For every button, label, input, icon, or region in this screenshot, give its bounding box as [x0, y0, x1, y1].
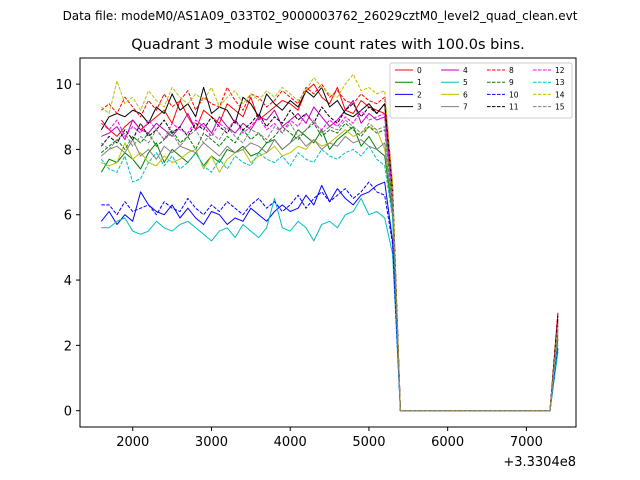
legend-box: [389, 62, 573, 119]
y-tick-label: 8: [64, 143, 72, 158]
y-tick-label: 6: [64, 209, 72, 224]
legend-label-4: 4: [463, 66, 468, 75]
legend-label-11: 11: [509, 103, 519, 112]
x-offset-label: +3.3304e8: [503, 455, 576, 470]
legend-label-1: 1: [417, 78, 422, 87]
series-line-8: [100, 83, 559, 412]
legend-label-14: 14: [555, 90, 565, 99]
x-tick-label: 5000: [352, 435, 385, 450]
legend-label-7: 7: [463, 103, 468, 112]
y-tick-label: 4: [64, 274, 72, 289]
series-line-10: [101, 181, 559, 412]
y-tick-label: 10: [55, 78, 72, 93]
plot-area: [100, 73, 559, 412]
series-line-6: [101, 126, 559, 412]
legend-label-12: 12: [555, 66, 565, 75]
x-tick-label: 3000: [195, 435, 228, 450]
legend-label-15: 15: [555, 103, 565, 112]
chart-title: Quadrant 3 module wise count rates with …: [131, 37, 525, 53]
x-tick-label: 4000: [274, 435, 307, 450]
legend-label-5: 5: [463, 78, 468, 87]
series-line-15: [100, 119, 559, 412]
x-tick-label: 2000: [116, 435, 149, 450]
y-tick-label: 0: [64, 405, 72, 420]
legend-label-3: 3: [417, 103, 422, 112]
y-axis: 0 2 4 6 8 10: [55, 78, 80, 420]
x-tick-label: 7000: [510, 435, 543, 450]
x-tick-label: 6000: [431, 435, 464, 450]
x-axis: 2000 3000 4000 5000 6000 7000: [116, 427, 543, 450]
y-tick-label: 2: [64, 339, 72, 354]
series-line-0: [100, 83, 559, 412]
series-line-5: [101, 197, 559, 412]
legend-label-8: 8: [509, 66, 514, 75]
chart-suptitle: Data file: modeM0/AS1A09_033T02_90000037…: [63, 9, 578, 23]
series-line-12: [100, 109, 559, 412]
legend-label-9: 9: [509, 78, 514, 87]
legend-label-0: 0: [417, 66, 422, 75]
legend-label-2: 2: [417, 90, 422, 99]
series-line-1: [100, 126, 559, 412]
series-line-14: [100, 73, 559, 412]
legend-label-10: 10: [509, 90, 519, 99]
legend-label-13: 13: [555, 78, 565, 87]
series-line-9: [100, 122, 559, 412]
series-line-2: [100, 181, 559, 412]
legend-label-6: 6: [463, 90, 468, 99]
series-line-13: [100, 145, 559, 412]
series-line-11: [100, 103, 559, 412]
axes-frame: [79, 57, 577, 428]
